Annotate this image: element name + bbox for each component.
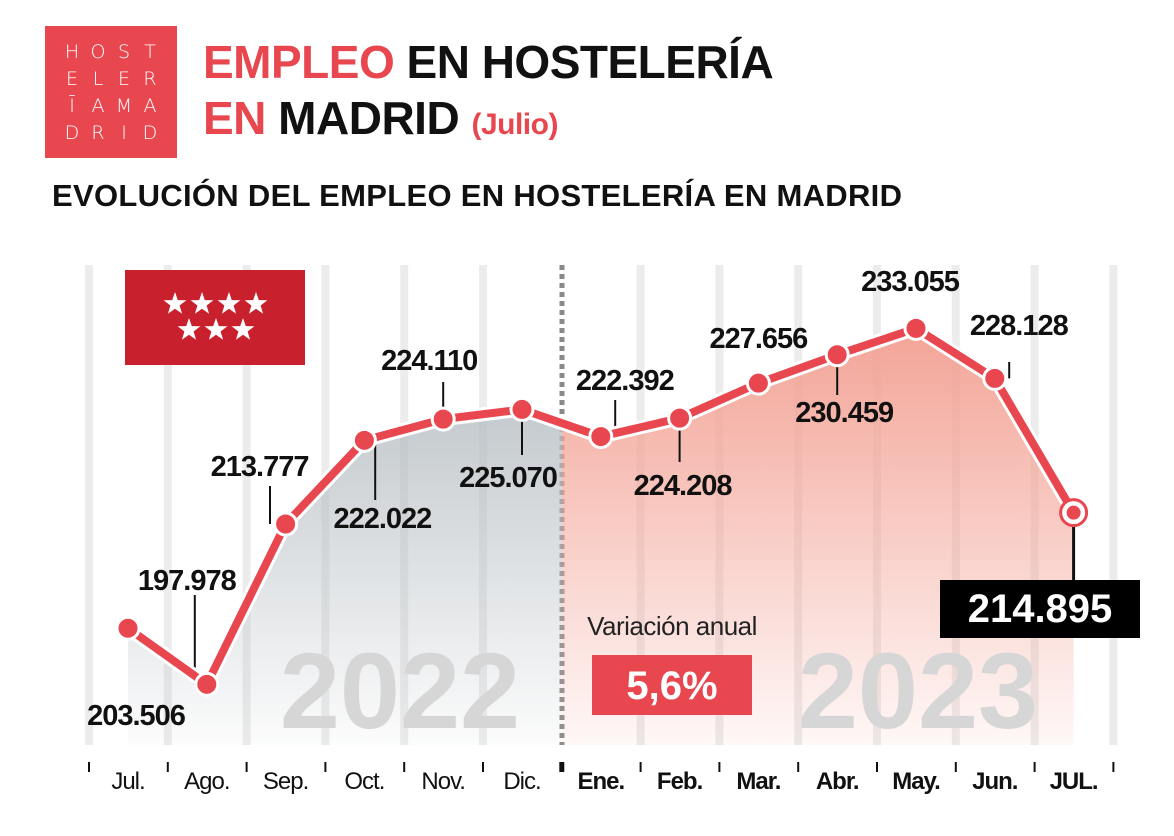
gridline: [85, 265, 93, 745]
data-point: [430, 406, 456, 432]
data-label: 197.978: [138, 565, 237, 597]
x-tick-label: Sep.: [263, 768, 308, 795]
data-label: 225.070: [459, 462, 557, 494]
data-point: [745, 370, 771, 396]
data-label: 222.392: [576, 365, 674, 397]
logo-letter: S: [117, 40, 131, 63]
logo-letter: E: [65, 67, 78, 90]
data-label: 222.022: [333, 503, 431, 535]
year-watermark: 2023: [798, 630, 1038, 751]
logo-letter: O: [90, 40, 106, 63]
data-point: [115, 615, 141, 641]
x-tick-label: Jun.: [972, 768, 1018, 795]
star-icon: [217, 292, 241, 314]
data-label: 203.506: [87, 700, 186, 732]
data-label: 213.777: [211, 451, 309, 483]
madrid-flag: [125, 270, 305, 365]
gridline: [242, 265, 251, 745]
logo-letter: A: [91, 94, 105, 117]
data-label: 233.055: [861, 266, 960, 298]
data-point: [509, 396, 535, 422]
gridline: [1109, 265, 1118, 745]
data-point: [273, 511, 299, 537]
year-watermark: 2022: [280, 630, 520, 751]
x-tick-label: Mar.: [736, 768, 780, 795]
title-part: MADRID: [265, 92, 472, 144]
annual-variation-label: Variación anual: [587, 611, 757, 641]
star-icon: [204, 318, 228, 340]
star-icon: [163, 292, 187, 314]
x-tick-label: Oct.: [344, 768, 384, 795]
final-value-label: 214.895: [968, 587, 1113, 631]
logo-letter: R: [143, 67, 157, 90]
data-label: 224.110: [381, 345, 477, 377]
gridline: [163, 265, 172, 745]
star-icon: [231, 318, 255, 340]
logo-letter: Ī: [69, 94, 75, 117]
logo-letter: R: [91, 121, 105, 144]
annual-variation-box: [592, 655, 752, 715]
data-label: 227.656: [709, 323, 808, 355]
x-tick-label: May.: [892, 768, 940, 795]
chart-title: EVOLUCIÓN DEL EMPLEO EN HOSTELERÍA EN MA…: [52, 178, 903, 213]
data-label: 230.459: [795, 397, 894, 429]
area-2022: [128, 409, 562, 745]
title-part: EMPLEO: [203, 36, 395, 88]
logo-letter: D: [142, 121, 158, 144]
x-tick-label: Ene.: [577, 768, 624, 795]
page-title: EMPLEO EN HOSTELERÍA EN MADRID (Julio): [203, 34, 774, 153]
star-icon: [177, 318, 201, 340]
annual-variation-value: 5,6%: [626, 664, 717, 708]
data-point-inner: [1066, 505, 1081, 520]
logo-letter: E: [117, 67, 130, 90]
logo-letter: T: [144, 40, 156, 63]
title-month: (Julio): [471, 108, 558, 141]
area-2023: [562, 328, 1074, 745]
data-point: [667, 405, 693, 431]
data-point: [824, 342, 850, 368]
data-point: [194, 671, 220, 697]
star-icon: [190, 292, 214, 314]
data-point: [351, 427, 377, 453]
x-tick-label: Ago.: [184, 768, 229, 795]
x-tick-label: Jul.: [111, 768, 144, 795]
title-part: EN HOSTELERÍA: [394, 36, 774, 88]
x-tick-label: Feb.: [657, 768, 703, 795]
logo-letter: L: [92, 67, 104, 90]
final-value-box: [940, 580, 1140, 638]
logo-letter: A: [143, 94, 157, 117]
logo-letter: D: [64, 121, 80, 144]
data-label: 224.208: [634, 470, 733, 502]
logo-letter: H: [64, 40, 80, 63]
data-label: 228.128: [970, 310, 1069, 342]
x-tick-label: Nov.: [421, 768, 465, 795]
x-tick-label: JUL.: [1050, 768, 1098, 795]
data-point: [903, 315, 929, 341]
title-part: EN: [203, 92, 266, 144]
logo-letter: I: [121, 121, 127, 144]
x-tick-label: Abr.: [816, 768, 859, 795]
data-point: [588, 424, 614, 450]
logo-letter: M: [115, 94, 133, 117]
star-icon: [244, 292, 268, 314]
data-point: [982, 365, 1008, 391]
x-tick-label: Dic.: [503, 768, 540, 795]
